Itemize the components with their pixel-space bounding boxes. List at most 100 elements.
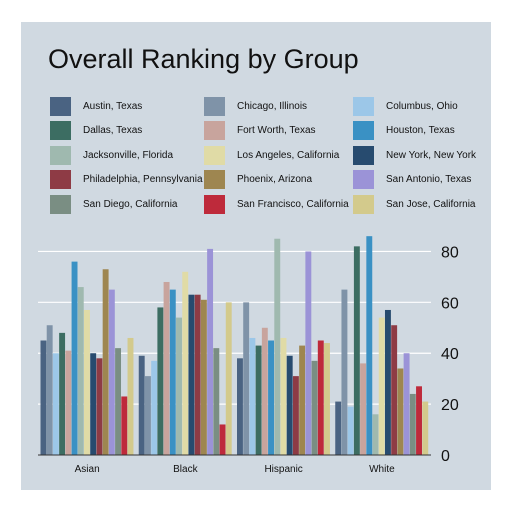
y-tick-label: 40 xyxy=(441,346,459,363)
legend-label: Jacksonville, Florida xyxy=(83,150,174,161)
bar-new-york-new-york-black xyxy=(188,294,195,455)
y-tick-label: 20 xyxy=(441,397,459,414)
legend-item-fort-worth-texas: Fort Worth, Texas xyxy=(204,121,316,140)
bar-philadelphia-pennsylvania-hispanic xyxy=(292,376,299,455)
bar-san-francisco-california-white xyxy=(416,386,422,455)
bar-phoenix-arizona-white xyxy=(397,368,404,455)
bar-los-angeles-california-black xyxy=(182,271,189,455)
bar-fort-worth-texas-asian xyxy=(65,350,72,455)
legend-item-jacksonville-florida: Jacksonville, Florida xyxy=(50,146,173,165)
legend: Austin, Texas Chicago, Illinois Columbus, … xyxy=(21,22,491,242)
x-tick-label: Asian xyxy=(75,464,100,475)
bar-san-antonio-texas-hispanic xyxy=(305,251,312,455)
legend-swatch xyxy=(353,146,374,165)
legend-item-los-angeles-california: Los Angeles, California xyxy=(204,146,339,165)
legend-swatch xyxy=(204,146,225,165)
legend-swatch xyxy=(50,195,71,214)
bar-san-diego-california-black xyxy=(213,348,220,455)
bar-los-angeles-california-asian xyxy=(84,309,90,455)
bar-chicago-illinois-hispanic xyxy=(243,302,250,455)
bar-san-francisco-california-hispanic xyxy=(317,340,324,455)
bar-san-jose-california-black xyxy=(225,302,232,455)
bar-san-diego-california-hispanic xyxy=(311,360,318,455)
bar-chicago-illinois-asian xyxy=(46,325,53,455)
bar-san-jose-california-hispanic xyxy=(324,343,330,455)
legend-label: Philadelphia, Pennsylvania xyxy=(83,174,203,185)
bar-phoenix-arizona-hispanic xyxy=(299,345,306,455)
bar-san-antonio-texas-asian xyxy=(108,289,115,455)
legend-label: Phoenix, Arizona xyxy=(237,174,313,185)
legend-label: Austin, Texas xyxy=(83,101,143,112)
y-tick-label: 60 xyxy=(441,295,459,312)
bar-jacksonville-florida-black xyxy=(176,317,182,455)
legend-label: San Jose, California xyxy=(386,199,476,210)
legend-item-san-diego-california: San Diego, California xyxy=(50,195,178,214)
x-tick-label: Black xyxy=(173,464,198,475)
bar-san-antonio-texas-black xyxy=(207,248,214,455)
x-tick-label: Hispanic xyxy=(264,464,302,475)
legend-swatch xyxy=(353,170,374,189)
legend-swatch xyxy=(204,121,225,140)
bar-fort-worth-texas-hispanic xyxy=(261,327,268,455)
legend-item-dallas-texas: Dallas, Texas xyxy=(50,121,142,140)
bar-new-york-new-york-white xyxy=(384,309,391,455)
bar-phoenix-arizona-asian xyxy=(102,269,109,455)
bar-austin-texas-hispanic xyxy=(237,358,243,455)
bar-san-diego-california-asian xyxy=(115,348,122,455)
bar-new-york-new-york-hispanic xyxy=(286,355,293,455)
bar-los-angeles-california-hispanic xyxy=(280,337,287,455)
bar-dallas-texas-hispanic xyxy=(255,345,262,455)
legend-label: Columbus, Ohio xyxy=(386,101,458,112)
legend-item-new-york-new-york: New York, New York xyxy=(353,146,476,165)
bar-philadelphia-pennsylvania-white xyxy=(391,325,398,455)
legend-label: Chicago, Illinois xyxy=(237,101,308,112)
y-tick-label: 80 xyxy=(441,244,459,261)
bar-columbus-ohio-white xyxy=(347,406,354,455)
x-tick-label: White xyxy=(369,464,395,475)
legend-label: San Antonio, Texas xyxy=(386,174,472,185)
bar-jacksonville-florida-hispanic xyxy=(274,238,281,455)
bar-philadelphia-pennsylvania-asian xyxy=(96,358,103,455)
bar-san-francisco-california-asian xyxy=(121,396,128,455)
bar-dallas-texas-black xyxy=(157,307,164,455)
bar-san-antonio-texas-white xyxy=(403,353,410,455)
bar-columbus-ohio-hispanic xyxy=(249,337,256,455)
bar-austin-texas-asian xyxy=(40,340,47,455)
legend-swatch xyxy=(50,170,71,189)
bar-dallas-texas-white xyxy=(353,246,360,455)
bar-chicago-illinois-black xyxy=(144,376,151,455)
legend-label: New York, New York xyxy=(386,150,477,161)
legend-label: San Francisco, California xyxy=(237,199,349,210)
bar-austin-texas-black xyxy=(138,355,145,455)
legend-item-philadelphia-pennsylvania: Philadelphia, Pennsylvania xyxy=(50,170,203,189)
bar-houston-texas-asian xyxy=(71,261,78,455)
legend-label: Houston, Texas xyxy=(386,125,455,136)
bar-jacksonville-florida-asian xyxy=(77,287,84,455)
bar-columbus-ohio-black xyxy=(151,360,158,455)
legend-label: San Diego, California xyxy=(83,199,178,210)
bar-san-jose-california-white xyxy=(422,401,429,455)
bar-chicago-illinois-white xyxy=(341,289,348,455)
bar-houston-texas-white xyxy=(366,236,373,455)
plot-area: 0 20 40 60 80 Asian Black Hispanic White xyxy=(38,236,459,475)
bar-columbus-ohio-asian xyxy=(52,353,59,455)
chart-panel: Overall Ranking by Group Austin, Texas Ch… xyxy=(21,22,491,490)
bar-san-jose-california-asian xyxy=(127,337,134,455)
legend-item-chicago-illinois: Chicago, Illinois xyxy=(204,97,307,116)
bar-san-francisco-california-black xyxy=(219,424,226,455)
legend-item-houston-texas: Houston, Texas xyxy=(353,121,455,140)
legend-item-san-antonio-texas: San Antonio, Texas xyxy=(353,170,471,189)
bar-houston-texas-black xyxy=(169,289,176,455)
chart-title: Overall Ranking by Group xyxy=(48,44,359,74)
legend-swatch xyxy=(50,97,71,116)
bar-jacksonville-florida-white xyxy=(372,414,379,455)
legend-item-san-francisco-california: San Francisco, California xyxy=(204,195,349,214)
legend-item-austin-texas: Austin, Texas xyxy=(50,97,142,116)
legend-swatch xyxy=(50,121,71,140)
legend-item-san-jose-california: San Jose, California xyxy=(353,195,476,214)
bar-los-angeles-california-white xyxy=(378,317,385,455)
legend-swatch xyxy=(50,146,71,165)
bar-houston-texas-hispanic xyxy=(268,340,274,455)
legend-label: Dallas, Texas xyxy=(83,125,143,136)
legend-swatch xyxy=(204,195,225,214)
